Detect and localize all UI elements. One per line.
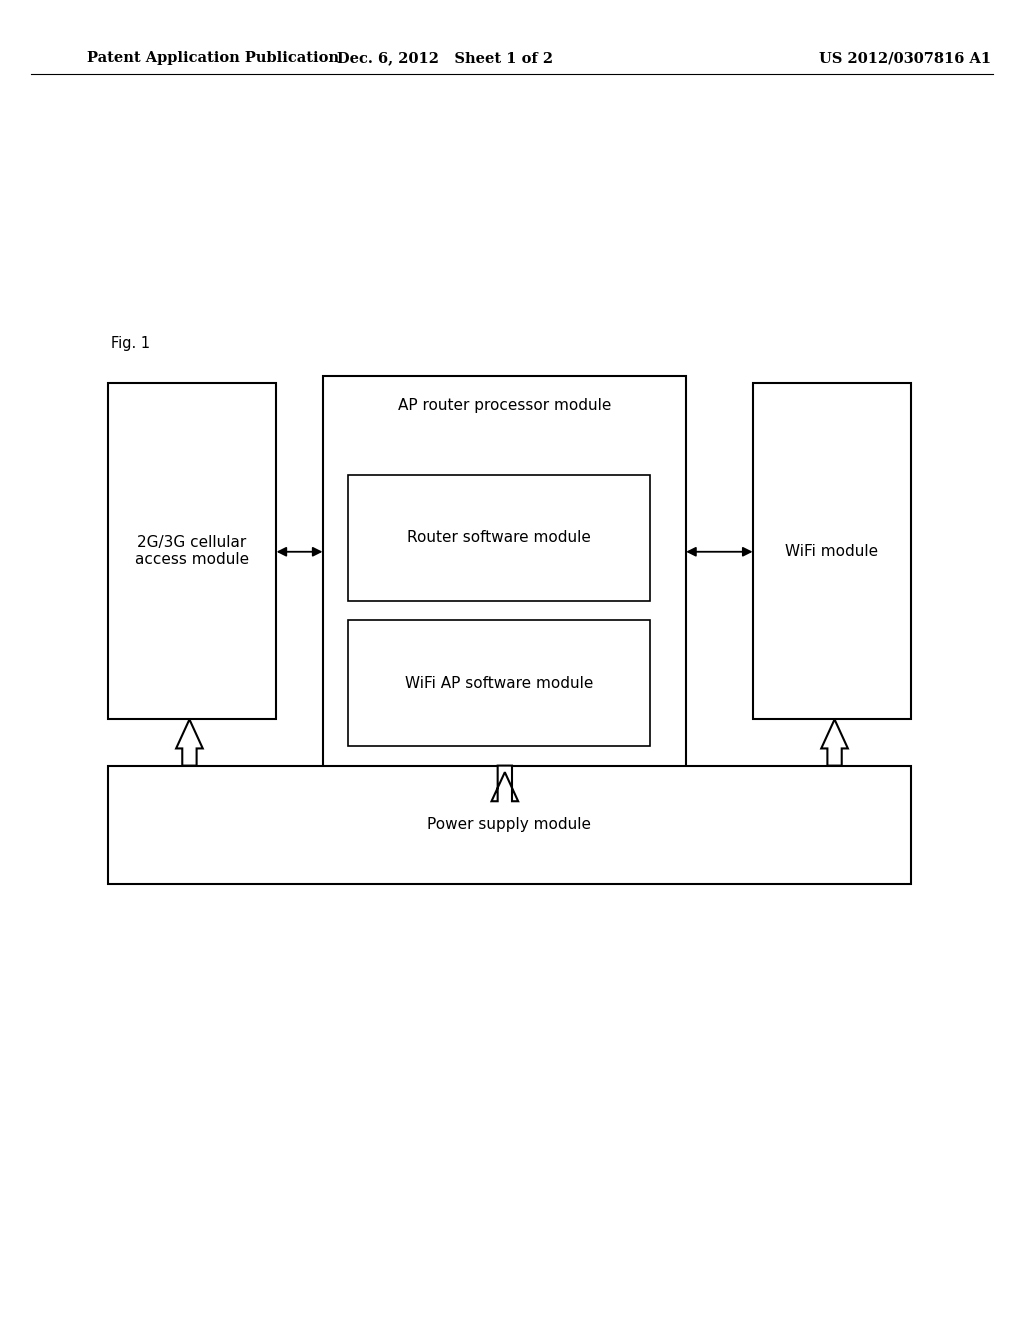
Bar [108,383,276,719]
Text: Fig. 1: Fig. 1 [111,335,150,351]
Text: WiFi module: WiFi module [785,544,879,558]
Bar [348,620,650,746]
Bar [753,383,911,719]
Polygon shape [821,719,848,766]
Text: Dec. 6, 2012   Sheet 1 of 2: Dec. 6, 2012 Sheet 1 of 2 [337,51,554,65]
Polygon shape [492,766,518,801]
Text: 2G/3G cellular
access module: 2G/3G cellular access module [135,535,249,568]
Text: US 2012/0307816 A1: US 2012/0307816 A1 [819,51,991,65]
Bar [323,376,686,772]
Polygon shape [176,719,203,766]
Text: Power supply module: Power supply module [427,817,592,833]
Text: AP router processor module: AP router processor module [397,397,611,413]
Bar [348,475,650,601]
Text: Patent Application Publication: Patent Application Publication [87,51,339,65]
Text: Router software module: Router software module [408,531,591,545]
Text: WiFi AP software module: WiFi AP software module [406,676,593,690]
Bar [108,766,911,884]
